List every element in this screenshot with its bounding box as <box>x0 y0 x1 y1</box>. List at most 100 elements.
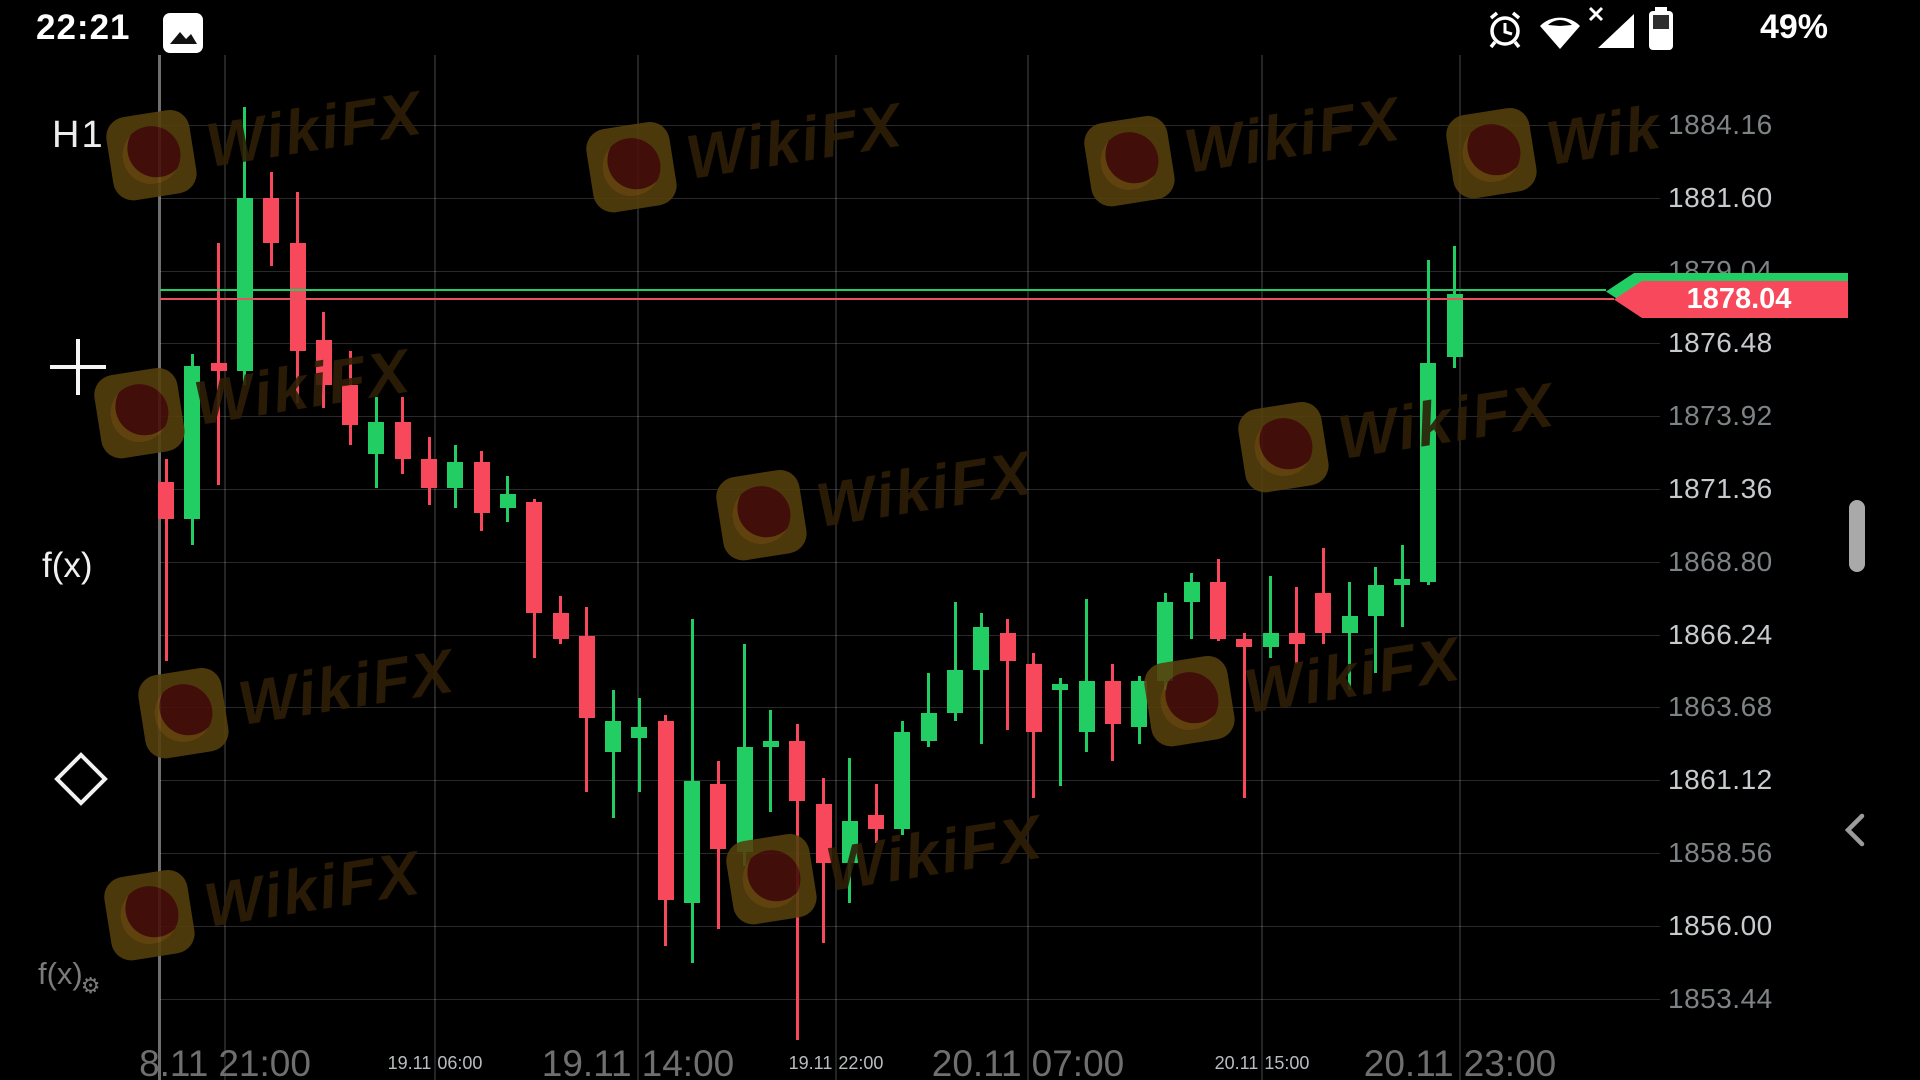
wikifx-watermark: WikiFX <box>1081 77 1406 210</box>
wikifx-watermark-text: WikiFX <box>681 90 908 193</box>
vertical-gridline <box>1261 55 1263 1080</box>
candle-body <box>552 612 569 639</box>
wikifx-watermark: WikiFX <box>1235 363 1560 496</box>
price-axis-label: 1856.00 <box>1668 909 1773 941</box>
chart-canvas[interactable]: WikiFX WikiFX WikiFX WikiFX WikiFX WikiFX Wiki… <box>0 55 1660 1080</box>
horizontal-gridline <box>160 270 1660 272</box>
candle-body <box>894 732 911 830</box>
horizontal-gridline <box>160 998 1660 1000</box>
candle-wick <box>1058 678 1062 787</box>
candle-body <box>1446 294 1463 358</box>
time-label-time: 07:00 <box>1031 1043 1125 1080</box>
candle-body <box>1288 632 1305 645</box>
gear-icon: ⚙ <box>80 973 101 998</box>
horizontal-gridline <box>160 343 1660 345</box>
price-axis-label: 1858.56 <box>1668 837 1773 868</box>
time-axis-label: 19.11 06:00 <box>388 1053 483 1074</box>
candle-wick <box>611 689 615 818</box>
price-axis-label: 1863.68 <box>1668 691 1773 723</box>
wikifx-watermark: WikiFX <box>723 795 1048 928</box>
time-label-time: 22:00 <box>838 1053 884 1073</box>
wikifx-watermark-text: WikiFX <box>1541 76 1660 179</box>
candle-body <box>1131 681 1148 727</box>
photo-notification-icon <box>163 13 203 53</box>
chart-left-axis-line <box>158 55 161 1080</box>
candle-body <box>1262 632 1279 648</box>
time-axis-label: 8.11 21:00 <box>139 1043 311 1080</box>
clock-time: 22:21 <box>36 8 131 47</box>
wikifx-watermark: WikiFX <box>103 71 428 204</box>
horizontal-gridline <box>160 707 1660 709</box>
candle-body <box>1183 581 1200 602</box>
eagle-icon <box>738 845 805 913</box>
price-axis-label: 1868.80 <box>1668 545 1773 577</box>
chevron-left-icon[interactable] <box>1842 810 1868 850</box>
no-signal-x-icon <box>1588 6 1604 22</box>
time-label-date: 8.11 <box>139 1043 209 1080</box>
horizontal-gridline <box>160 125 1660 126</box>
timeframe-button[interactable]: H1 <box>52 114 105 156</box>
wikifx-watermark: WikiFX <box>101 831 426 964</box>
time-label-date: 20.11 <box>1363 1043 1454 1080</box>
candle-body <box>973 627 990 670</box>
candle-body <box>710 783 727 850</box>
time-axis-label: 20.11 07:00 <box>932 1043 1124 1080</box>
price-axis-panel: 1884.16 1881.60 1879.04 1876.48 1873.92 1871.… <box>1660 55 1920 1080</box>
cellular-signal-icon <box>1598 14 1634 48</box>
candle-wick <box>1085 598 1088 753</box>
candle-body <box>947 669 963 713</box>
time-label-time: 06:00 <box>437 1053 483 1073</box>
candle-body <box>1394 578 1411 585</box>
candle-wick <box>1374 567 1378 673</box>
candle-body <box>263 197 280 244</box>
vertical-gridline <box>224 55 226 1080</box>
candle-body <box>210 362 227 372</box>
candle-wick <box>1295 587 1299 665</box>
horizontal-gridline <box>160 925 1660 927</box>
battery-icon <box>1649 7 1673 50</box>
time-label-date: 19.11 <box>541 1043 632 1080</box>
indicator-settings-button[interactable]: f(x)⚙ <box>38 956 101 998</box>
wikifx-logo-icon <box>583 119 680 216</box>
candle-body <box>473 462 490 514</box>
candle-body <box>1157 601 1174 682</box>
candle-wick <box>1348 581 1351 690</box>
candle-wick <box>1006 618 1010 730</box>
candle-body <box>236 197 253 372</box>
wikifx-logo-icon <box>1443 105 1540 202</box>
horizontal-gridline <box>160 634 1660 636</box>
candle-body <box>1341 615 1358 633</box>
horizontal-gridline <box>160 853 1660 854</box>
wikifx-logo-icon <box>1235 399 1332 496</box>
candle-body <box>762 740 779 747</box>
price-axis-label: 1871.36 <box>1668 473 1773 504</box>
candle-body <box>526 502 543 613</box>
price-axis-label: 1853.44 <box>1668 982 1773 1014</box>
time-label-date: 20.11 <box>1214 1053 1259 1073</box>
candle-body <box>815 803 832 864</box>
panel-scrollbar-thumb[interactable] <box>1849 500 1865 572</box>
candle-body <box>1236 638 1253 648</box>
candle-body <box>789 740 806 801</box>
candle-wick <box>1269 576 1273 659</box>
horizontal-gridline <box>160 197 1660 199</box>
price-axis-label: 1866.24 <box>1668 618 1773 650</box>
wikifx-watermark: WikiFX <box>583 83 908 216</box>
eagle-icon <box>116 881 183 949</box>
candle-wick <box>769 709 773 813</box>
vertical-gridline <box>637 55 639 1080</box>
candle-body <box>499 493 516 508</box>
wikifx-logo-icon <box>103 107 200 204</box>
candle-body <box>421 459 437 488</box>
candle-wick <box>1190 573 1194 639</box>
price-axis-label: 1881.60 <box>1668 181 1773 213</box>
horizontal-gridline <box>160 489 1660 490</box>
indicators-button[interactable]: f(x) <box>42 546 93 585</box>
candle-body <box>736 746 753 852</box>
wikifx-logo-icon <box>1081 113 1178 210</box>
candle-wick <box>874 783 878 844</box>
candle-body <box>1420 362 1437 582</box>
candle-body <box>1104 681 1121 724</box>
crosshair-tool-button[interactable] <box>50 339 106 395</box>
